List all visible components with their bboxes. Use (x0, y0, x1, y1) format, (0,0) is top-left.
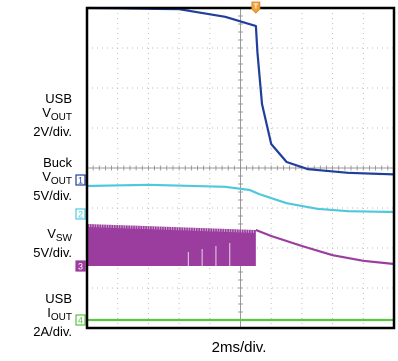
timebase-label: 2ms/div. (211, 339, 267, 356)
usb-vout-label: USB VOUT 2V/div. (33, 91, 72, 139)
trigger-marker-shape (251, 1, 261, 14)
trace-line-ch2 (86, 183, 395, 214)
channel-marker-box (75, 174, 86, 186)
channel-marker-2: 2 (75, 208, 86, 220)
trigger-marker-label: T (254, 4, 259, 11)
channel-marker-number: 3 (78, 262, 83, 272)
buck-vout-label: Buck VOUT 5V/div. (33, 155, 72, 203)
plot-frame (85, 6, 396, 330)
switching-band (87, 224, 256, 266)
channel-marker-box (75, 314, 86, 326)
channel-marker-number: 1 (78, 176, 83, 186)
channel-marker-box (75, 208, 86, 220)
trace-ch2 (86, 183, 395, 214)
channel-marker-box (75, 260, 86, 272)
channel-markers: 1 2 3 4 (75, 174, 86, 326)
channel-marker-3: 3 (75, 260, 86, 272)
usb-iout-label: USB IOUT 2A/div. (33, 291, 72, 339)
trace-line-ch3 (255, 228, 395, 266)
trigger-marker: T (251, 1, 261, 14)
trace-ch3 (86, 224, 395, 266)
graticule (87, 8, 394, 328)
trace-ch1 (86, 6, 395, 176)
channel-marker-4: 4 (75, 314, 86, 326)
channel-marker-1: 1 (75, 174, 86, 186)
vsw-label: VSW 5V/div. (33, 226, 72, 260)
channel-marker-number: 4 (78, 316, 83, 326)
channel-marker-number: 2 (78, 210, 83, 220)
trace-line-ch1 (86, 6, 395, 176)
traces (86, 6, 395, 322)
